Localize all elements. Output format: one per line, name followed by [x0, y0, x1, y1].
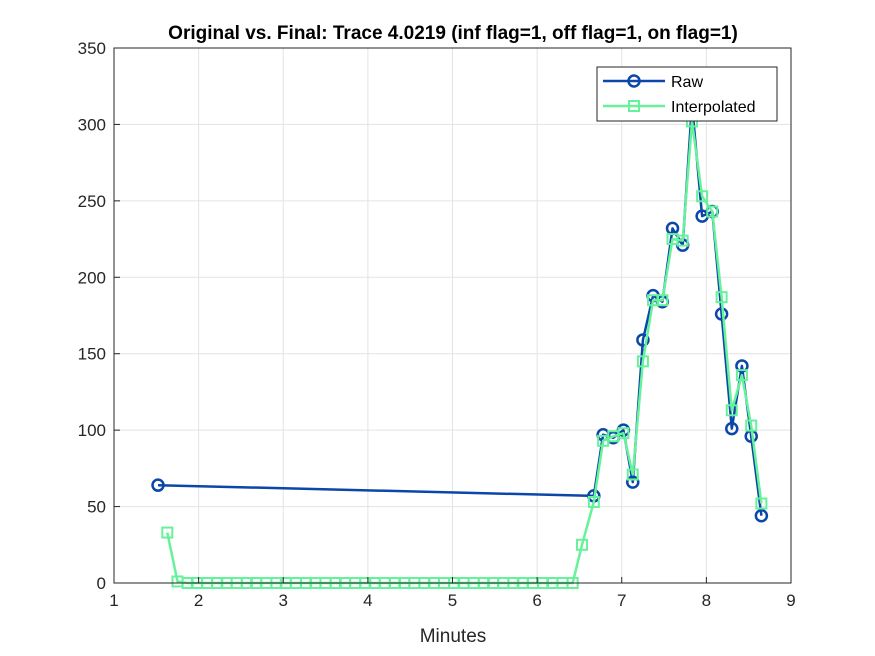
data-point	[626, 475, 640, 489]
data-point	[151, 478, 165, 492]
data-point	[706, 205, 719, 218]
data-point	[161, 526, 174, 539]
axis-ticks: 1 2 3 4 5 6 7 8 9 0 50 100 150 200 250 300 350	[78, 39, 796, 610]
y-tick-label: 50	[87, 498, 106, 517]
data-point	[626, 468, 639, 481]
data-point	[676, 234, 689, 247]
chart-title: Original vs. Final: Trace 4.0219 (inf fl…	[168, 23, 738, 44]
legend-label-interpolated: Interpolated	[671, 99, 756, 116]
data-point	[715, 291, 728, 304]
y-tick-label: 300	[78, 115, 106, 134]
data-point	[745, 419, 758, 432]
legend-box	[596, 66, 778, 122]
y-tick-label: 0	[97, 574, 106, 593]
data-point	[755, 497, 768, 510]
legend-marker-interpolated	[628, 100, 640, 112]
x-axis-label: Minutes	[420, 626, 487, 647]
x-tick-label: 3	[279, 591, 288, 610]
x-tick-label: 7	[617, 591, 626, 610]
data-point	[696, 190, 709, 203]
series-line-raw	[157, 103, 763, 516]
x-tick-label: 4	[363, 591, 372, 610]
data-point	[735, 369, 748, 382]
legend-marker-raw	[627, 74, 641, 88]
data-point	[575, 538, 588, 551]
x-tick-label: 8	[702, 591, 711, 610]
x-tick-label: 2	[194, 591, 203, 610]
data-point	[754, 508, 769, 523]
data-point	[725, 421, 739, 436]
data-point	[725, 404, 738, 417]
data-point	[656, 294, 669, 307]
x-tick-label: 5	[448, 591, 457, 610]
data-point	[735, 359, 749, 373]
x-tick-label: 9	[786, 591, 795, 610]
data-point	[587, 495, 600, 508]
x-tick-label: 6	[532, 591, 541, 610]
x-tick-label: 1	[109, 591, 118, 610]
y-tick-label: 200	[78, 268, 106, 287]
legend-label-raw: Raw	[671, 74, 703, 91]
data-point	[636, 333, 650, 347]
y-tick-label: 100	[78, 421, 106, 440]
data-point	[636, 355, 649, 368]
legend: Raw Interpolated	[596, 66, 778, 122]
y-tick-label: 250	[78, 192, 106, 211]
data-point	[617, 427, 630, 440]
plot-area: 1 2 3 4 5 6 7 8 9 0 50 100 150 200 250 300 350	[78, 39, 796, 610]
y-tick-label: 350	[78, 39, 106, 58]
y-tick-label: 150	[78, 345, 106, 364]
